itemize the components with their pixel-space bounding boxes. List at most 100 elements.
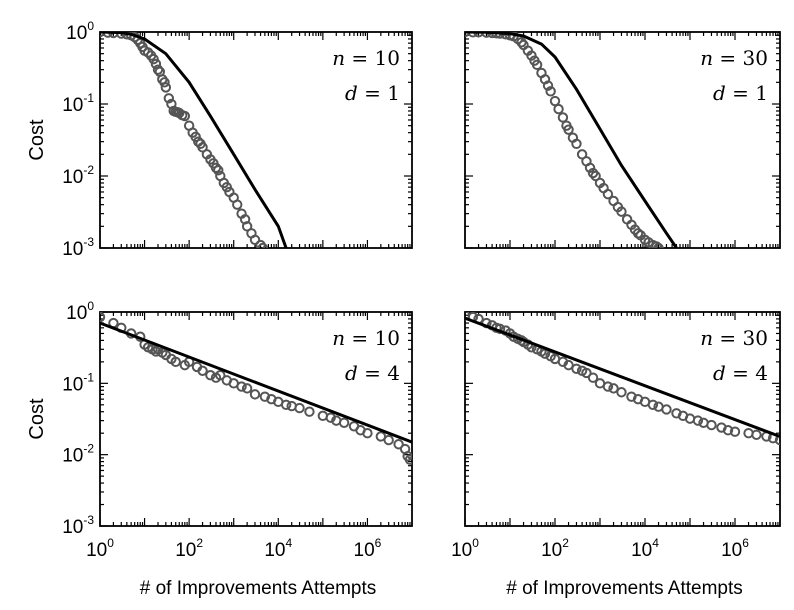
panel-annotation-n: n = 10 [332, 326, 400, 350]
y-tick-label: 10-2 [62, 442, 94, 467]
y-tick-label: 10-1 [62, 91, 94, 116]
data-point [163, 93, 175, 104]
y-tick-label: 10-3 [62, 513, 94, 538]
data-point [304, 406, 315, 417]
data-point [338, 417, 350, 428]
panel-frame [99, 311, 413, 527]
data-point [692, 415, 704, 426]
data-point [553, 103, 564, 115]
panel-annotation-d: d = 4 [345, 361, 400, 385]
annotation-variable: d [345, 81, 358, 105]
data-point [581, 367, 592, 379]
y-tick-label-base: 10 [62, 95, 83, 116]
y-tick-label-exp: -1 [83, 370, 94, 384]
x-tick-label-base: 10 [721, 540, 742, 561]
x-tick-label: 100 [86, 536, 114, 561]
data-point [210, 162, 222, 173]
x-tick-label-exp: 0 [107, 536, 114, 550]
x-tick-label-exp: 2 [196, 536, 203, 550]
x-tick-label: 102 [175, 536, 203, 561]
x-tick-label: 106 [354, 536, 382, 561]
y-tick-label-exp: -1 [83, 91, 94, 105]
data-point [616, 387, 627, 398]
y-tick-label-base: 10 [62, 517, 83, 538]
data-point [159, 77, 170, 88]
data-point [563, 124, 574, 135]
data-point [294, 402, 305, 414]
data-point [751, 429, 762, 440]
data-point [393, 439, 404, 450]
data-point [722, 425, 734, 436]
panel-annotation-n: n = 10 [332, 46, 400, 70]
data-point [259, 391, 271, 402]
x-tick-label: 106 [721, 536, 749, 561]
annotation-variable: n [332, 46, 345, 70]
fit-line [100, 32, 288, 248]
data-point [729, 426, 741, 437]
data-point [150, 58, 162, 70]
data-point [280, 399, 292, 411]
y-tick-label-base: 10 [62, 374, 83, 395]
annotation-value: = 1 [726, 81, 768, 105]
data-point [647, 399, 659, 411]
y-tick-label: 10-3 [62, 235, 94, 260]
data-point [179, 110, 191, 122]
data-point [257, 242, 269, 248]
data-point [100, 312, 106, 323]
data-points [465, 32, 664, 248]
panel-frame [464, 31, 781, 249]
data-point [249, 234, 261, 245]
data-point [563, 359, 574, 371]
panel-4: 100 102 104 106# of Improvements Attemptsn … [451, 311, 781, 599]
x-tick-label-exp: 2 [562, 536, 569, 550]
x-tick-label: 102 [541, 536, 569, 561]
data-point [651, 241, 662, 248]
data-point [602, 188, 614, 200]
data-point [236, 381, 247, 392]
data-point [383, 434, 394, 446]
x-tick-label-base: 10 [541, 540, 562, 561]
panel-frame [464, 311, 781, 527]
y-tick-label-exp: 0 [87, 19, 94, 33]
x-tick-label-base: 10 [264, 540, 285, 561]
data-point [545, 86, 556, 97]
y-tick-label-exp: -3 [83, 513, 94, 527]
panel-annotation-d: d = 1 [345, 81, 400, 105]
annotation-value: = 30 [713, 326, 768, 350]
data-point [549, 95, 561, 107]
annotation-variable: d [345, 361, 358, 385]
x-tick-label-base: 10 [175, 540, 196, 561]
y-tick-label-exp: -2 [83, 442, 94, 456]
data-point [706, 419, 717, 431]
data-point [608, 383, 619, 394]
y-axis-label: Cost [26, 398, 48, 440]
annotation-variable: n [332, 326, 345, 350]
y-tick-label: 10-1 [62, 370, 94, 395]
data-point [647, 239, 659, 248]
x-tick-label: 104 [264, 536, 292, 561]
x-axis-label: # of Improvements Attempts [506, 578, 743, 599]
data-point [602, 381, 614, 392]
fit-line [465, 32, 678, 248]
x-tick-label-base: 10 [354, 540, 375, 561]
panel-annotation-n: n = 30 [700, 46, 768, 70]
x-tick-label-base: 10 [86, 540, 107, 561]
data-point [653, 242, 664, 248]
y-tick-label: 100 [66, 19, 94, 44]
data-point [205, 370, 216, 381]
data-point [362, 427, 373, 439]
data-point [197, 365, 208, 376]
y-tick-label-exp: 0 [87, 299, 94, 313]
annotation-value: = 4 [358, 361, 400, 385]
panel-annotation-d: d = 1 [713, 81, 768, 105]
annotation-value: = 10 [345, 46, 400, 70]
data-point [616, 206, 627, 217]
data-point [170, 356, 181, 368]
x-tick-label: 100 [451, 536, 479, 561]
data-point [152, 64, 164, 75]
y-tick-label-base: 10 [62, 167, 83, 188]
panel-annotation-n: n = 30 [700, 326, 768, 350]
y-tick-label-base: 10 [66, 303, 87, 324]
data-points [100, 32, 269, 248]
